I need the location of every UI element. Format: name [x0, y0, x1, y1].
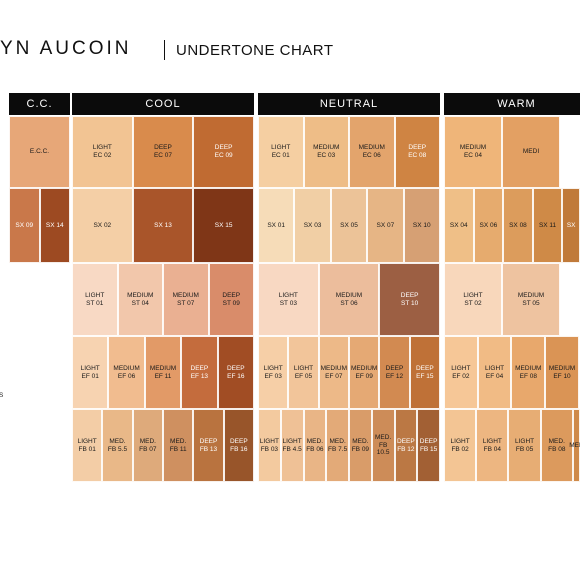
swatch-fb-cool-5: DEEP FB 16: [223, 409, 254, 482]
swatch-st-neutral-2: DEEP ST 10: [379, 263, 440, 336]
swatch-ef-warm-0: LIGHT EF 02: [444, 336, 478, 409]
swatch-fb-warm-3: MED. FB 08: [540, 409, 573, 482]
swatch-ef-cool-4: DEEP EF 16: [217, 336, 254, 409]
swatch-sx-warm-2: SX 08: [503, 188, 533, 263]
swatch-fb-cool-3: MED. FB 11: [163, 409, 194, 482]
column-header-neutral: NEUTRAL: [258, 93, 440, 115]
swatch-sx-cc-0: SX 09: [9, 188, 40, 263]
swatch-ef-neutral-0: LIGHT EF 03: [258, 336, 289, 409]
side-label: S: [0, 392, 4, 399]
swatch-sx-warm-4: SX: [562, 188, 580, 263]
brand-logo-text: YN AUCOIN: [0, 38, 132, 59]
swatch-sx-cool-0: SX 02: [72, 188, 133, 263]
swatch-ef-neutral-5: DEEP EF 15: [409, 336, 440, 409]
swatch-sx-neutral-3: SX 07: [367, 188, 404, 263]
swatch-fb-neutral-4: MED. FB 09: [349, 409, 372, 482]
swatch-sx-neutral-2: SX 05: [330, 188, 368, 263]
swatch-sx-neutral-4: SX 10: [403, 188, 440, 263]
swatch-sx-cool-2: SX 15: [193, 188, 254, 263]
swatch-ec-warm-0: MEDIUM EC 04: [444, 116, 502, 188]
swatch-sx-warm-1: SX 06: [473, 188, 504, 263]
swatch-fb-neutral-1: LIGHT FB 4.5: [280, 409, 304, 482]
swatch-sx-warm-0: SX 04: [444, 188, 474, 263]
swatch-ef-cool-3: DEEP EF 13: [181, 336, 218, 409]
title-divider: [164, 40, 165, 60]
swatch-ec-neutral-3: DEEP EC 08: [394, 116, 440, 188]
swatch-ef-neutral-1: LIGHT EF 05: [288, 336, 319, 409]
swatch-ef-warm-1: LIGHT EF 04: [477, 336, 512, 409]
swatch-fb-cool-1: MED. FB 5.5: [102, 409, 133, 482]
swatch-fb-cool-0: LIGHT FB 01: [72, 409, 103, 482]
column-header-warm: WARM: [444, 93, 580, 115]
swatch-ec-cool-2: DEEP EC 09: [193, 116, 254, 188]
swatch-fb-warm-1: LIGHT FB 04: [476, 409, 509, 482]
swatch-st-cool-3: DEEP ST 09: [208, 263, 254, 336]
swatch-sx-neutral-1: SX 03: [294, 188, 331, 263]
swatch-sx-neutral-0: SX 01: [258, 188, 295, 263]
swatch-fb-neutral-2: MED. FB 06: [303, 409, 327, 482]
swatch-fb-warm-4: MED: [569, 409, 580, 482]
column-header-cool: COOL: [72, 93, 254, 115]
swatch-fb-cool-4: DEEP FB 13: [193, 409, 224, 482]
swatch-ef-warm-3: MEDIUM EF 10: [545, 336, 579, 409]
swatch-fb-warm-2: LIGHT FB 05: [508, 409, 541, 482]
swatch-st-cool-0: LIGHT ST 01: [72, 263, 118, 336]
swatch-ef-neutral-3: MEDIUM EF 09: [349, 336, 380, 409]
swatch-fb-warm-0: LIGHT FB 02: [444, 409, 477, 482]
swatch-fb-cool-2: MED. FB 07: [132, 409, 163, 482]
swatch-ef-neutral-4: DEEP EF 12: [379, 336, 410, 409]
swatch-ec-neutral-1: MEDIUM EC 03: [303, 116, 349, 188]
swatch-sx-cc-1: SX 14: [39, 188, 70, 263]
swatch-fb-neutral-5: MED. FB 10.5: [371, 409, 395, 482]
swatch-st-cool-2: MEDIUM ST 07: [163, 263, 209, 336]
swatch-fb-neutral-0: LIGHT FB 03: [258, 409, 281, 482]
swatch-sx-warm-3: SX 11: [532, 188, 563, 263]
swatch-ec-neutral-0: LIGHT EC 01: [258, 116, 304, 188]
swatch-st-neutral-0: LIGHT ST 03: [258, 263, 319, 336]
swatch-ef-cool-0: LIGHT EF 01: [72, 336, 109, 409]
swatch-fb-neutral-3: MED. FB 7.5: [326, 409, 349, 482]
swatch-ef-cool-1: MEDIUM EF 06: [108, 336, 145, 409]
column-header-cc: C.C.: [9, 93, 70, 115]
swatch-st-warm-0: LIGHT ST 02: [444, 263, 502, 336]
swatch-fb-neutral-6: DEEP FB 12: [394, 409, 418, 482]
swatch-ec-cc-0: E.C.C.: [9, 116, 70, 188]
swatch-ec-cool-0: LIGHT EC 02: [72, 116, 133, 188]
swatch-sx-cool-1: SX 13: [132, 188, 194, 263]
swatch-ec-warm-1: MEDI: [502, 116, 560, 188]
swatch-fb-neutral-7: DEEP FB 15: [417, 409, 440, 482]
swatch-ec-neutral-2: MEDIUM EC 06: [349, 116, 395, 188]
swatch-ef-neutral-2: MEDIUM EF 07: [318, 336, 349, 409]
swatch-ef-cool-2: MEDIUM EF 11: [144, 336, 182, 409]
swatch-ef-warm-2: MEDIUM EF 08: [511, 336, 546, 409]
page-title: UNDERTONE CHART: [176, 42, 334, 59]
swatch-st-warm-1: MEDIUM ST 05: [502, 263, 560, 336]
swatch-st-cool-1: MEDIUM ST 04: [117, 263, 163, 336]
swatch-st-neutral-1: MEDIUM ST 06: [318, 263, 380, 336]
swatch-ec-cool-1: DEEP EC 07: [132, 116, 194, 188]
